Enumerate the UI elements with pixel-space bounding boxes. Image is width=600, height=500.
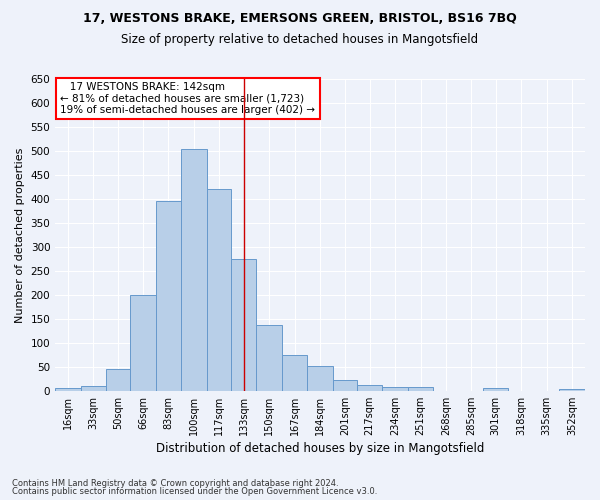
Bar xyxy=(256,324,282,391)
Bar xyxy=(559,390,585,391)
Bar xyxy=(307,366,333,391)
Bar xyxy=(80,386,106,391)
Bar xyxy=(408,387,433,391)
Text: Contains public sector information licensed under the Open Government Licence v3: Contains public sector information licen… xyxy=(12,487,377,496)
Bar xyxy=(181,148,207,391)
Text: 17, WESTONS BRAKE, EMERSONS GREEN, BRISTOL, BS16 7BQ: 17, WESTONS BRAKE, EMERSONS GREEN, BRIST… xyxy=(83,12,517,26)
X-axis label: Distribution of detached houses by size in Mangotsfield: Distribution of detached houses by size … xyxy=(156,442,484,455)
Bar xyxy=(231,259,256,391)
Bar xyxy=(483,388,508,391)
Text: Size of property relative to detached houses in Mangotsfield: Size of property relative to detached ho… xyxy=(121,32,479,46)
Text: Contains HM Land Registry data © Crown copyright and database right 2024.: Contains HM Land Registry data © Crown c… xyxy=(12,478,338,488)
Bar xyxy=(55,388,80,391)
Bar xyxy=(382,386,408,391)
Bar xyxy=(333,380,357,391)
Bar xyxy=(357,384,382,391)
Y-axis label: Number of detached properties: Number of detached properties xyxy=(15,147,25,322)
Bar xyxy=(106,369,130,391)
Bar xyxy=(282,355,307,391)
Bar xyxy=(207,190,231,391)
Bar xyxy=(130,295,156,391)
Bar xyxy=(156,202,181,391)
Text: 17 WESTONS BRAKE: 142sqm   
← 81% of detached houses are smaller (1,723)
19% of : 17 WESTONS BRAKE: 142sqm ← 81% of detach… xyxy=(61,82,316,116)
